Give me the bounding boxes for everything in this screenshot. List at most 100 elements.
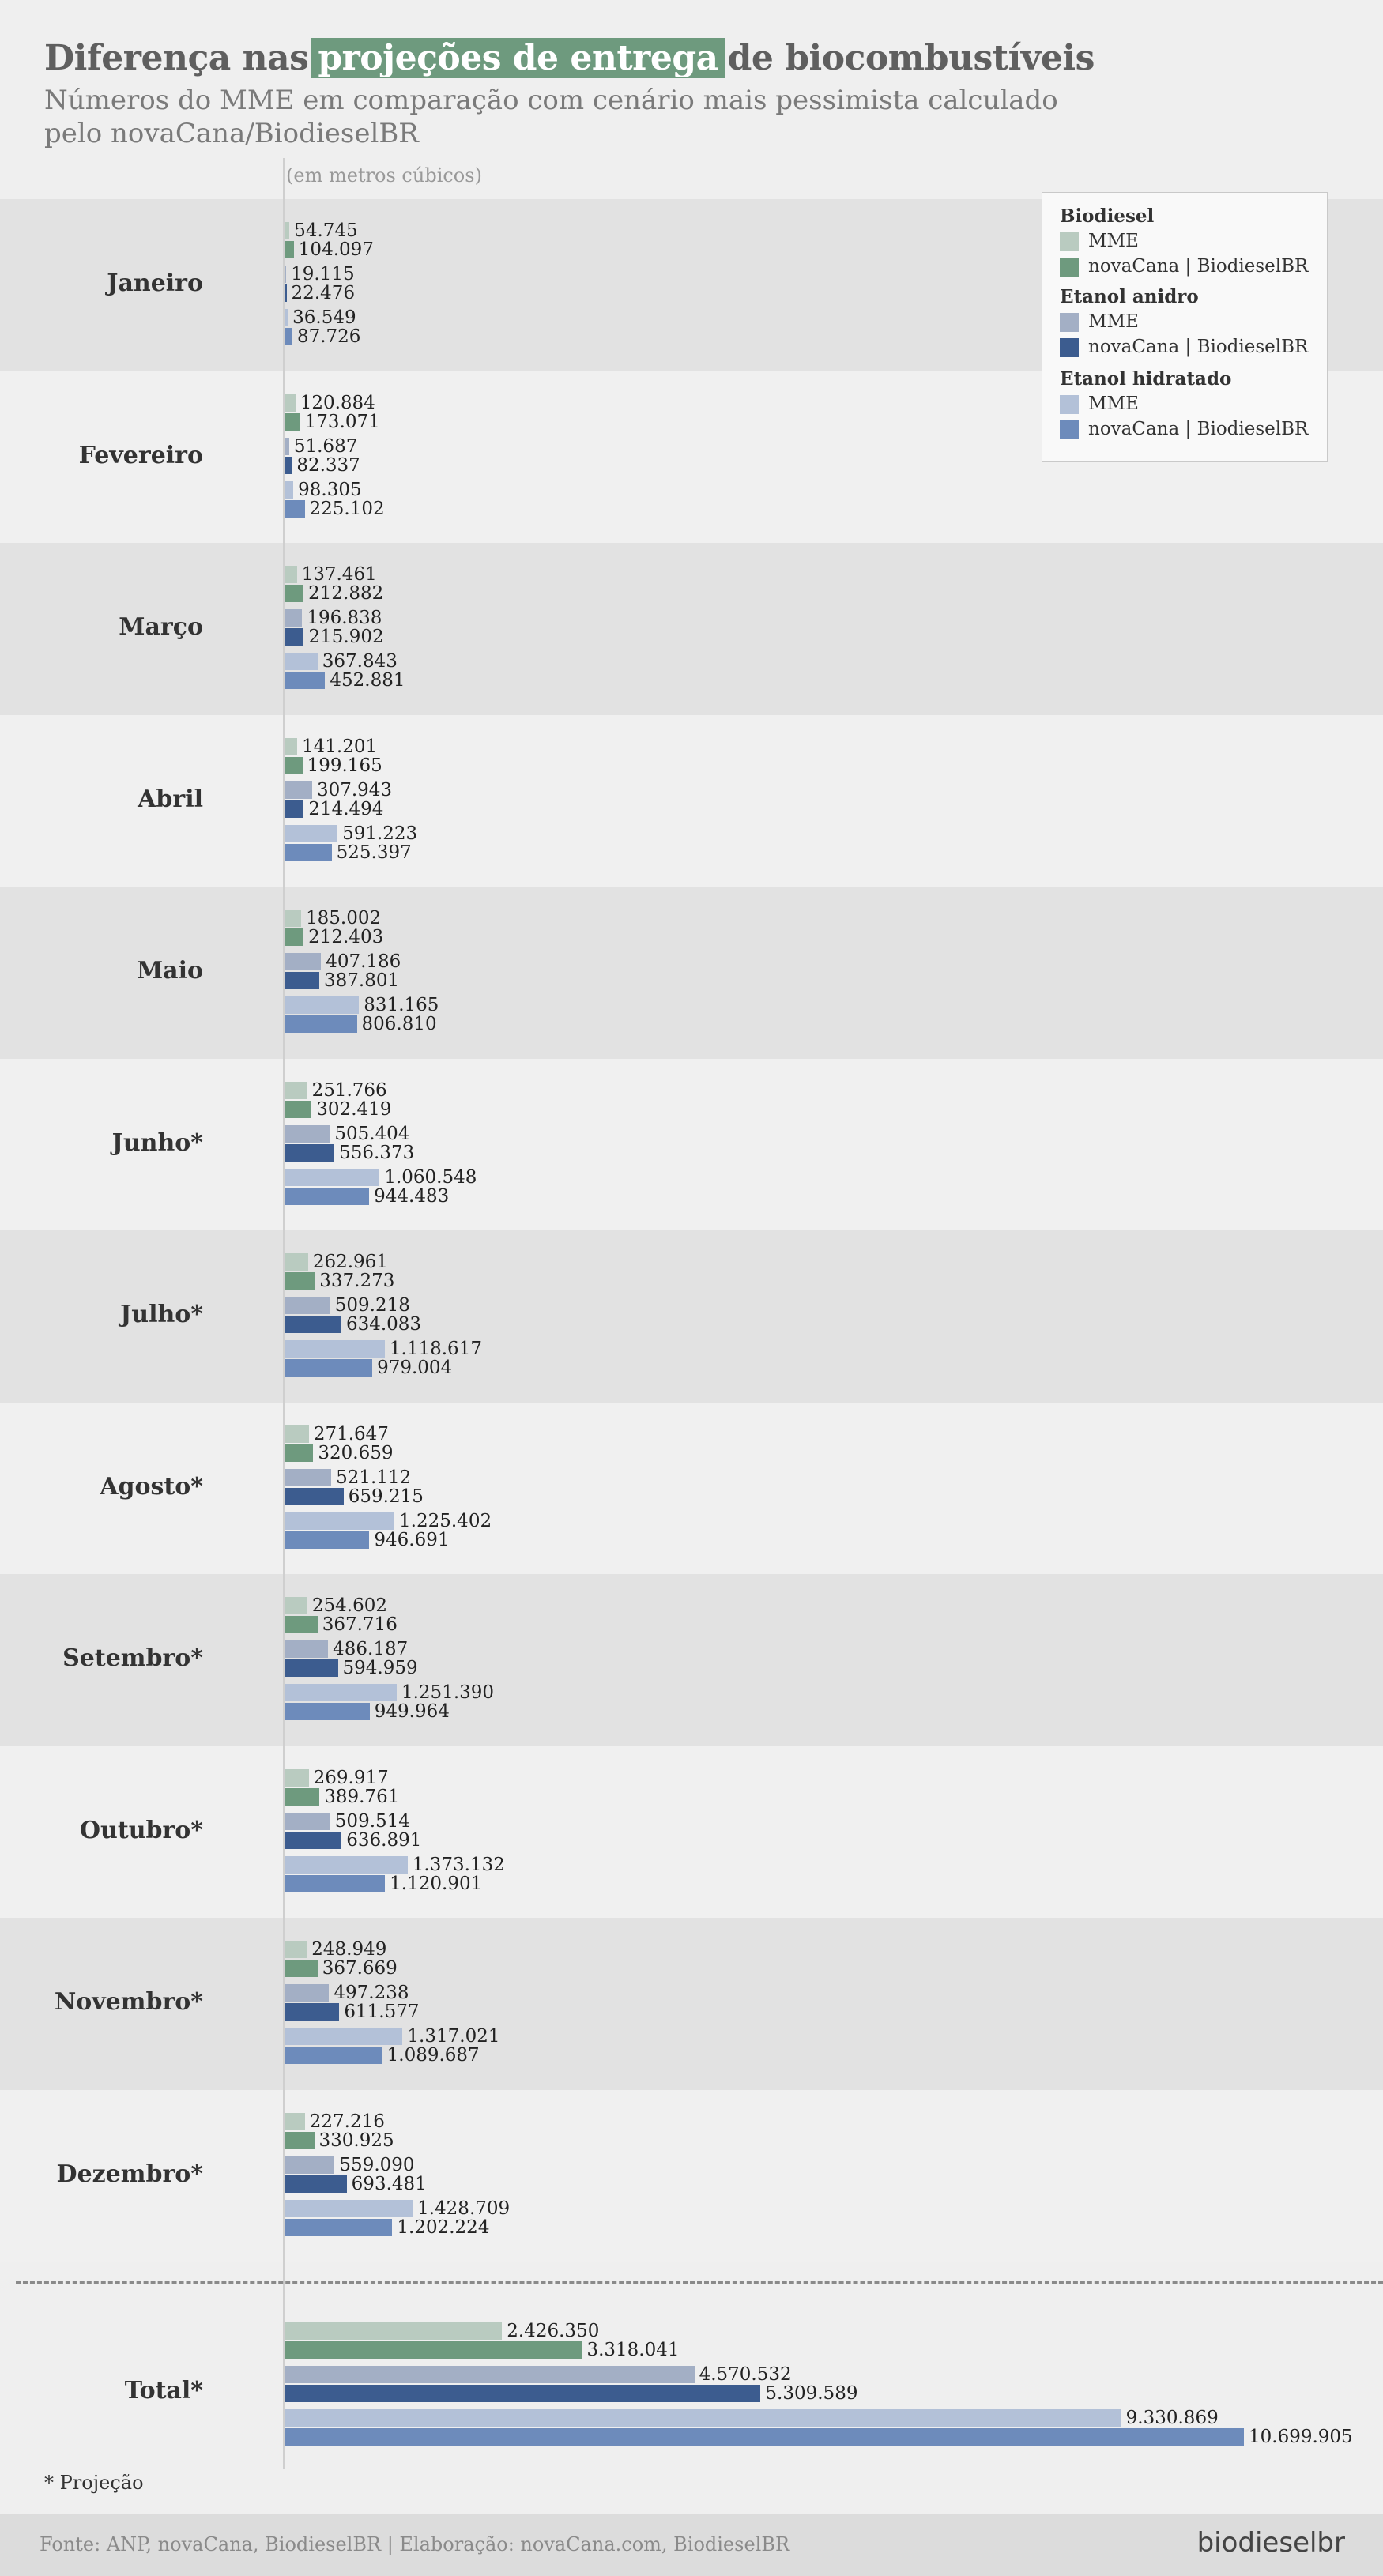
bar — [285, 781, 312, 799]
value-label: 407.186 — [326, 951, 401, 972]
footnote: * Projeção — [44, 2472, 144, 2494]
value-label: 1.118.617 — [389, 1339, 482, 1359]
title-highlight: projeções de entrega — [311, 38, 725, 78]
value-label: 806.810 — [361, 1014, 437, 1034]
category-label: Total* — [124, 2377, 203, 2405]
value-label: 54.745 — [294, 220, 358, 241]
bar — [285, 824, 338, 842]
bar — [285, 1659, 338, 1677]
value-axis-line — [283, 158, 285, 2469]
value-label: 1.089.687 — [386, 2045, 480, 2066]
bar — [285, 609, 303, 627]
bar — [285, 1640, 329, 1658]
value-label: 225.102 — [309, 498, 385, 519]
value-label: 486.187 — [333, 1639, 409, 1659]
value-label: 1.202.224 — [397, 2216, 490, 2238]
category-label: Outubro* — [79, 1816, 203, 1844]
bar — [285, 1684, 397, 1701]
bar — [285, 437, 289, 455]
month-band — [0, 1574, 1383, 1746]
category-label: Maio — [136, 957, 203, 985]
legend-swatch — [1060, 338, 1079, 357]
bar — [285, 394, 296, 412]
unit-label: (em metros cúbicos) — [286, 164, 482, 186]
bar — [285, 1787, 320, 1806]
month-band — [0, 1918, 1383, 2090]
category-label: Janeiro — [107, 269, 203, 297]
footer: Fonte: ANP, novaCana, BiodieselBR | Elab… — [0, 2514, 1383, 2576]
value-label: 98.305 — [298, 479, 362, 500]
month-band — [0, 1746, 1383, 1918]
bar — [285, 328, 292, 345]
legend-label: MME — [1088, 231, 1139, 251]
value-label: 196.838 — [307, 608, 382, 628]
value-label: 87.726 — [296, 326, 361, 347]
value-label: 525.397 — [336, 842, 412, 863]
bar — [285, 756, 303, 774]
value-label: 387.801 — [323, 970, 400, 991]
bar — [285, 1340, 385, 1358]
bar — [285, 309, 288, 326]
value-label: 199.165 — [307, 755, 382, 776]
bar — [285, 1100, 312, 1118]
value-label: 1.060.548 — [384, 1166, 477, 1188]
value-label: 521.112 — [336, 1467, 412, 1488]
month-band — [0, 1230, 1383, 1403]
bar — [285, 1272, 315, 1290]
value-label: 212.403 — [308, 927, 384, 947]
bar — [285, 412, 300, 431]
total-divider — [16, 2281, 1383, 2284]
bar — [285, 800, 304, 818]
value-label: 254.602 — [311, 1595, 387, 1616]
value-label: 509.218 — [334, 1295, 410, 1316]
bar — [285, 1487, 344, 1505]
value-label: 212.882 — [308, 583, 384, 604]
value-label: 1.225.402 — [399, 1510, 492, 1531]
bar — [285, 2003, 340, 2021]
value-label: 214.494 — [308, 798, 384, 819]
bar — [285, 2175, 347, 2193]
legend-swatch — [1060, 395, 1079, 414]
value-label: 307.943 — [316, 779, 393, 800]
category-label: Março — [119, 613, 203, 641]
bar — [285, 843, 332, 861]
title-before: Diferença nas — [44, 38, 309, 78]
bar — [285, 2385, 761, 2402]
bar — [285, 241, 294, 258]
bar — [285, 1468, 332, 1486]
value-label: 120.884 — [300, 392, 375, 413]
month-band — [0, 887, 1383, 1059]
legend-swatch — [1060, 420, 1079, 439]
value-label: 173.071 — [304, 411, 380, 432]
bar — [285, 2156, 335, 2174]
value-label: 9.330.869 — [1125, 2408, 1219, 2428]
value-label: 185.002 — [305, 908, 382, 928]
bar — [285, 585, 304, 602]
legend-swatch — [1060, 258, 1079, 277]
legend-label: novaCana | BiodieselBR — [1088, 419, 1309, 439]
month-band — [0, 543, 1383, 715]
value-label: 367.843 — [322, 651, 398, 672]
bar — [285, 1444, 314, 1462]
bar — [285, 1768, 309, 1787]
category-label: Junho* — [111, 1128, 203, 1157]
value-label: 559.090 — [339, 2154, 415, 2175]
bar — [285, 2322, 503, 2340]
category-label: Julho* — [120, 1301, 203, 1328]
bar — [285, 1359, 373, 1377]
bar — [285, 1168, 380, 1186]
value-label: 4.570.532 — [699, 2364, 792, 2385]
bar — [285, 1124, 330, 1143]
value-label: 3.318.041 — [586, 2340, 680, 2360]
bar — [285, 1297, 330, 1314]
value-label: 509.514 — [334, 1810, 410, 1832]
bar — [285, 2199, 413, 2217]
value-label: 591.223 — [342, 823, 418, 844]
bar — [285, 2028, 403, 2045]
value-label: 594.959 — [342, 1658, 418, 1678]
bar — [285, 2428, 1244, 2446]
bar — [285, 266, 287, 283]
bar — [285, 1831, 342, 1849]
value-label: 505.404 — [334, 1123, 410, 1144]
bar — [285, 499, 305, 518]
